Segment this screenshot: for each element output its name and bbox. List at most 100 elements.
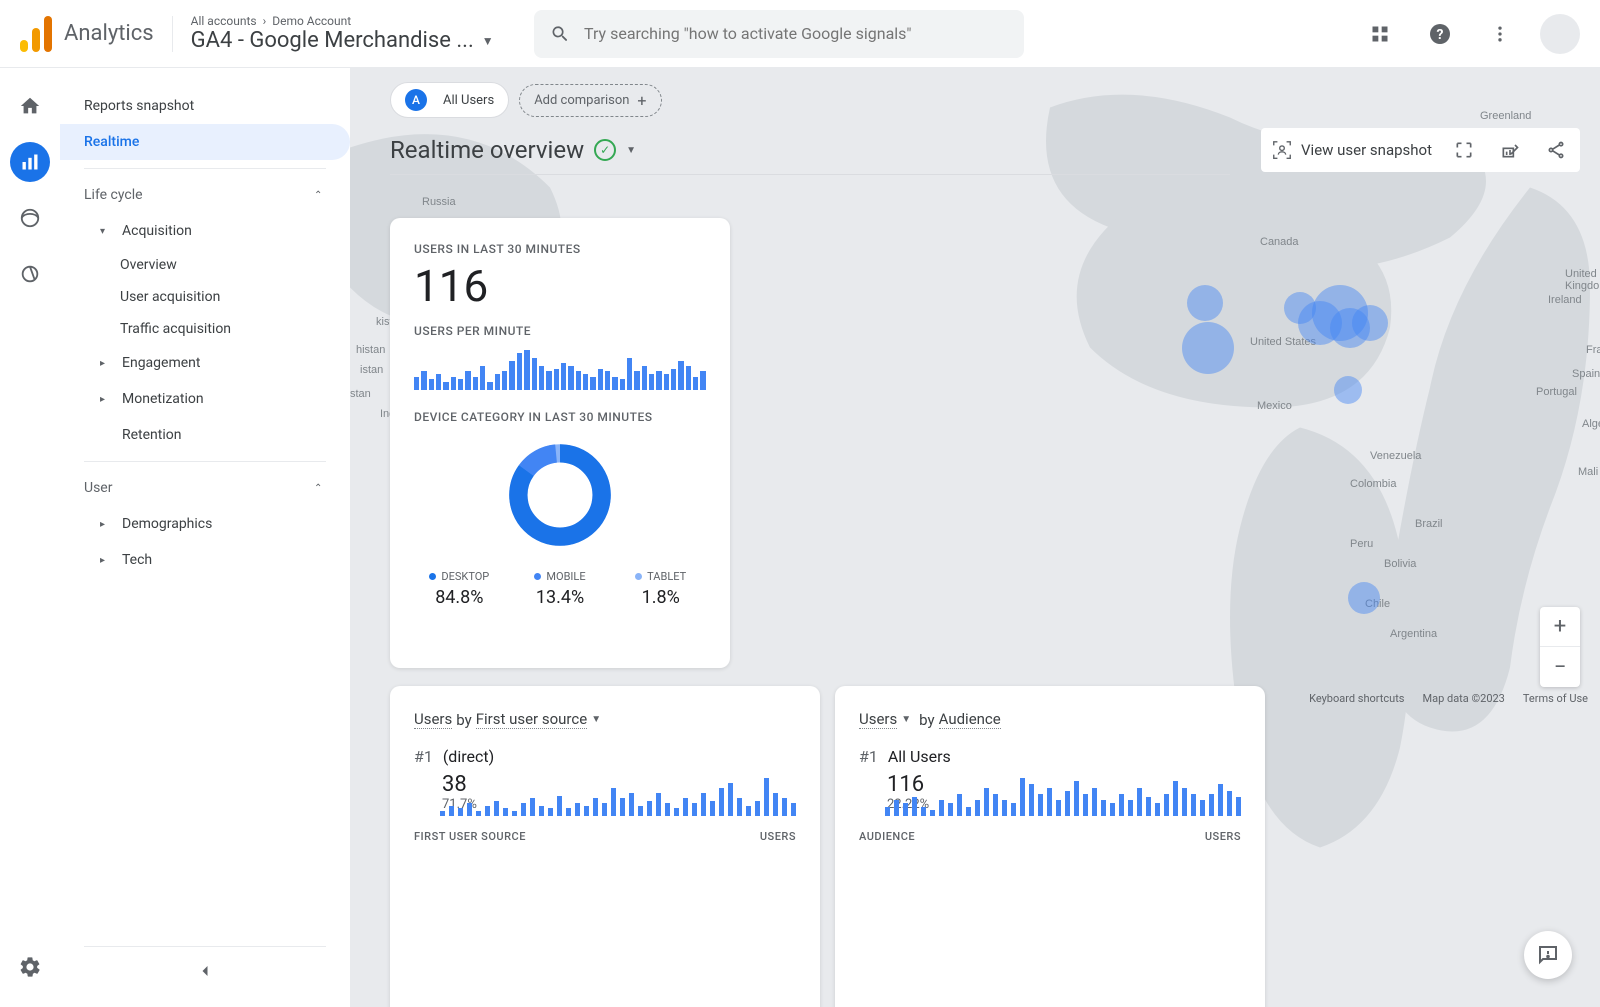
zoom-out-icon[interactable]: − <box>1540 647 1580 687</box>
bar <box>1092 788 1097 817</box>
bar <box>1110 803 1115 816</box>
bar <box>590 377 595 390</box>
more-icon[interactable] <box>1480 14 1520 54</box>
keyboard-shortcuts[interactable]: Keyboard shortcuts <box>1309 692 1404 705</box>
sidebar-item-retention[interactable]: ▸ Retention <box>60 417 350 453</box>
bar <box>773 793 778 816</box>
sidebar-item-acquisition[interactable]: ▾ Acquisition <box>60 213 350 249</box>
bar <box>429 379 434 390</box>
feedback-button[interactable] <box>1524 931 1572 979</box>
metric-select[interactable]: Users <box>859 710 897 729</box>
bar <box>436 374 441 390</box>
breadcrumb-account[interactable]: Demo Account <box>272 14 351 28</box>
map-country-label: histan <box>356 344 385 356</box>
sidebar-section-lifecycle[interactable]: Life cycle ⌃ <box>60 177 350 213</box>
bar <box>473 377 478 390</box>
col-left: FIRST USER SOURCE <box>414 830 526 843</box>
customize-icon[interactable] <box>1496 136 1524 164</box>
all-users-chip[interactable]: A All Users <box>390 82 509 118</box>
bar <box>539 806 544 816</box>
bar <box>611 788 616 816</box>
bar <box>966 807 971 817</box>
help-icon[interactable]: ? <box>1420 14 1460 54</box>
sidebar-section-user[interactable]: User ⌃ <box>60 470 350 506</box>
chevron-up-icon: ⌃ <box>314 190 326 201</box>
sidebar-item-realtime[interactable]: Realtime <box>60 124 350 160</box>
bar <box>1083 794 1088 816</box>
caret-right-icon: ▸ <box>100 394 112 405</box>
collapse-sidebar-icon[interactable] <box>189 955 221 987</box>
sidebar-item-monetization[interactable]: ▸ Monetization <box>60 381 350 417</box>
map-attribution: Keyboard shortcuts Map data ©2023 Terms … <box>1309 692 1588 705</box>
advertising-icon[interactable] <box>10 254 50 294</box>
svg-text:?: ? <box>1437 27 1444 43</box>
page-title: Realtime overview ✓ ▼ <box>390 136 636 164</box>
fullscreen-icon[interactable] <box>1450 136 1478 164</box>
rank-name: All Users <box>888 747 951 766</box>
bar <box>1002 800 1007 816</box>
zoom-in-icon[interactable]: + <box>1540 607 1580 647</box>
users-card: USERS IN LAST 30 MINUTES 116 USERS PER M… <box>390 218 730 668</box>
map-country-label: Colombia <box>1350 478 1396 490</box>
apps-icon[interactable] <box>1360 14 1400 54</box>
share-icon[interactable] <box>1542 136 1570 164</box>
map-country-label: Russia <box>422 196 456 208</box>
by-word: by <box>919 711 934 729</box>
bar <box>502 371 507 390</box>
bar <box>612 377 617 390</box>
sidebar-item-user-acq[interactable]: User acquisition <box>60 281 350 313</box>
card-title[interactable]: Users ▼ by Audience <box>859 710 1241 729</box>
bar <box>649 374 654 390</box>
rank-name: (direct) <box>443 747 494 766</box>
property-selector[interactable]: All accounts › Demo Account GA4 - Google… <box>191 14 494 53</box>
map-bubble <box>1348 582 1380 614</box>
bar <box>728 783 733 816</box>
sidebar-item-demographics[interactable]: ▸ Demographics <box>60 506 350 542</box>
card-title[interactable]: Users by First user source ▼ <box>414 710 796 729</box>
user-avatar[interactable] <box>1540 14 1580 54</box>
bar <box>1074 781 1079 816</box>
search-box[interactable] <box>534 10 1024 58</box>
item-label: Acquisition <box>122 223 192 239</box>
bar <box>532 358 537 390</box>
bar <box>665 803 670 816</box>
breadcrumb: All accounts › Demo Account <box>191 14 494 28</box>
breadcrumb-all[interactable]: All accounts <box>191 14 257 28</box>
sidebar-item-traffic-acq[interactable]: Traffic acquisition <box>60 313 350 345</box>
logo[interactable]: Analytics <box>20 16 154 52</box>
search-input[interactable] <box>584 24 1008 43</box>
home-icon[interactable] <box>10 86 50 126</box>
dimension-select[interactable]: Audience <box>939 710 1001 729</box>
divider <box>84 168 326 169</box>
add-comparison-chip[interactable]: Add comparison + <box>519 84 661 117</box>
bar <box>656 371 661 390</box>
users-30min-label: USERS IN LAST 30 MINUTES <box>414 242 706 256</box>
sidebar-item-overview[interactable]: Overview <box>60 249 350 281</box>
bar <box>737 798 742 816</box>
caret-down-icon[interactable]: ▼ <box>626 145 636 156</box>
metric-select[interactable]: Users <box>414 710 452 729</box>
bar <box>539 366 544 390</box>
sidebar-item-tech[interactable]: ▸ Tech <box>60 542 350 578</box>
sparkline <box>440 778 796 816</box>
view-user-snapshot-button[interactable]: View user snapshot <box>1271 139 1432 161</box>
admin-icon[interactable] <box>10 947 50 987</box>
device-category-label: DEVICE CATEGORY IN LAST 30 MINUTES <box>414 410 706 424</box>
explore-icon[interactable] <box>10 198 50 238</box>
terms-link[interactable]: Terms of Use <box>1523 692 1588 705</box>
users-per-min-label: USERS PER MINUTE <box>414 324 706 338</box>
property-name: GA4 - Google Merchandise ... <box>191 28 474 53</box>
rank-number: #1 <box>859 747 878 766</box>
sidebar: Reports snapshot Realtime Life cycle ⌃ ▾… <box>60 68 350 1007</box>
bar <box>598 369 603 390</box>
reports-icon[interactable] <box>10 142 50 182</box>
dimension-select[interactable]: First user source <box>476 710 587 729</box>
column-headers: AUDIENCE USERS <box>859 830 1241 843</box>
sidebar-item-snapshot[interactable]: Reports snapshot <box>60 88 350 124</box>
map-data: Map data ©2023 <box>1423 692 1505 705</box>
column-headers: FIRST USER SOURCE USERS <box>414 830 796 843</box>
bar <box>1155 803 1160 816</box>
bar <box>1137 788 1142 817</box>
by-word: by <box>456 711 471 729</box>
sidebar-item-engagement[interactable]: ▸ Engagement <box>60 345 350 381</box>
